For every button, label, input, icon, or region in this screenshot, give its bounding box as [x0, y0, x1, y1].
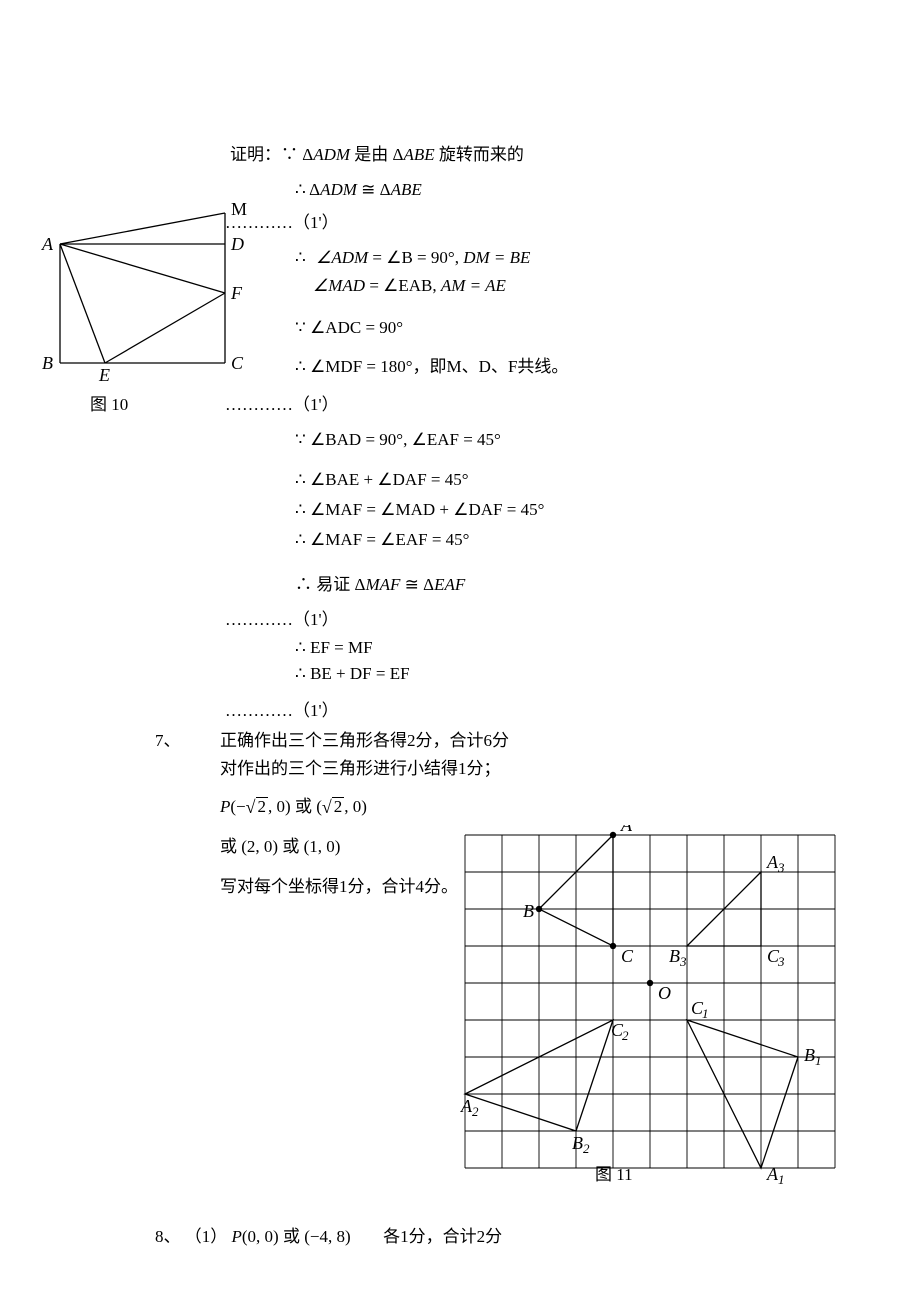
svg-text:1: 1 [778, 1172, 785, 1185]
svg-text:D: D [230, 234, 244, 254]
svg-text:A: A [41, 234, 54, 254]
svg-text:E: E [98, 365, 110, 385]
proof-l7: ∴ ∠BAE + ∠DAF = 45° [295, 470, 469, 490]
proof-l11: ∴ EF = MF [295, 638, 373, 658]
page: 证明：∵ ΔADM 是由 ΔABE 旋转而来的 ∴ ΔADM ≅ ΔABE ……… [0, 0, 920, 1300]
proof-l9: ∴ ∠MAF = ∠EAF = 45° [295, 530, 469, 550]
svg-text:3: 3 [777, 860, 785, 875]
svg-text:2: 2 [622, 1028, 629, 1043]
proof-l10: ∴ 易证 ΔMAF ≅ ΔEAF [295, 570, 465, 595]
svg-text:B: B [804, 1045, 815, 1065]
q7-line2: 对作出的三个三角形进行小结得1分； [220, 754, 501, 779]
svg-text:2: 2 [583, 1141, 590, 1156]
svg-text:C: C [621, 946, 634, 966]
q8: 8、 （1） P(0, 0) 或 (−4, 8) 各1分，合计2分 [155, 1222, 502, 1247]
q7-line3: 写对每个坐标得1分，合计4分。 [220, 872, 458, 897]
q7-num: 7、 [155, 726, 181, 751]
proof-l2: ∴ ∠ADM = ∠B = 90°, DM = BE [295, 248, 530, 268]
svg-text:1: 1 [702, 1006, 709, 1021]
svg-text:B: B [572, 1133, 583, 1153]
proof-l5: ∴ ∠MDF = 180°，即M、D、F共线。 [295, 352, 568, 377]
svg-text:C: C [231, 353, 244, 373]
q7-coords2: 或 (2, 0) 或 (1, 0) [220, 832, 340, 857]
proof-l6: ∵ ∠BAD = 90°, ∠EAF = 45° [295, 430, 501, 450]
svg-text:B: B [42, 353, 53, 373]
proof-l12: ∴ BE + DF = EF [295, 664, 410, 684]
svg-text:B: B [669, 946, 680, 966]
proof-l3: ∠MAD = ∠EAB, AM = AE [313, 276, 506, 296]
svg-text:3: 3 [679, 954, 687, 969]
svg-text:F: F [230, 283, 243, 303]
figure-11-svg: ABCOA1B1C1A2B2C2A3B3C3 [455, 825, 855, 1185]
svg-text:M: M [231, 199, 247, 219]
proof-l4: ∵ ∠ADC = 90° [295, 318, 403, 338]
proof-dots3: …………（1'） [225, 605, 339, 630]
svg-text:2: 2 [472, 1104, 479, 1119]
svg-text:B: B [523, 901, 534, 921]
svg-text:A: A [620, 825, 633, 835]
figure-10: ABCDEFM [30, 198, 220, 408]
proof-l1: ∴ ΔADM ≅ ΔABE [295, 180, 422, 200]
q7-coords1: P(−√2, 0) 或 (√2, 0) [220, 792, 367, 818]
svg-text:3: 3 [777, 954, 785, 969]
q7-line1: 正确作出三个三角形各得2分，合计6分 [220, 726, 509, 751]
figure-10-svg: A B C D E F M [30, 198, 250, 398]
svg-text:1: 1 [815, 1053, 822, 1068]
figure-11: ABCOA1B1C1A2B2C2A3B3C3 [455, 825, 835, 1185]
figure-11-caption: 图 11 [595, 1160, 633, 1185]
proof-intro: 证明：∵ ΔADM 是由 ΔABE 旋转而来的 [230, 140, 524, 165]
svg-text:O: O [658, 983, 671, 1003]
proof-l8: ∴ ∠MAF = ∠MAD + ∠DAF = 45° [295, 500, 544, 520]
figure-10-caption: 图 10 [90, 390, 128, 415]
proof-dots4: …………（1'） [225, 696, 339, 721]
